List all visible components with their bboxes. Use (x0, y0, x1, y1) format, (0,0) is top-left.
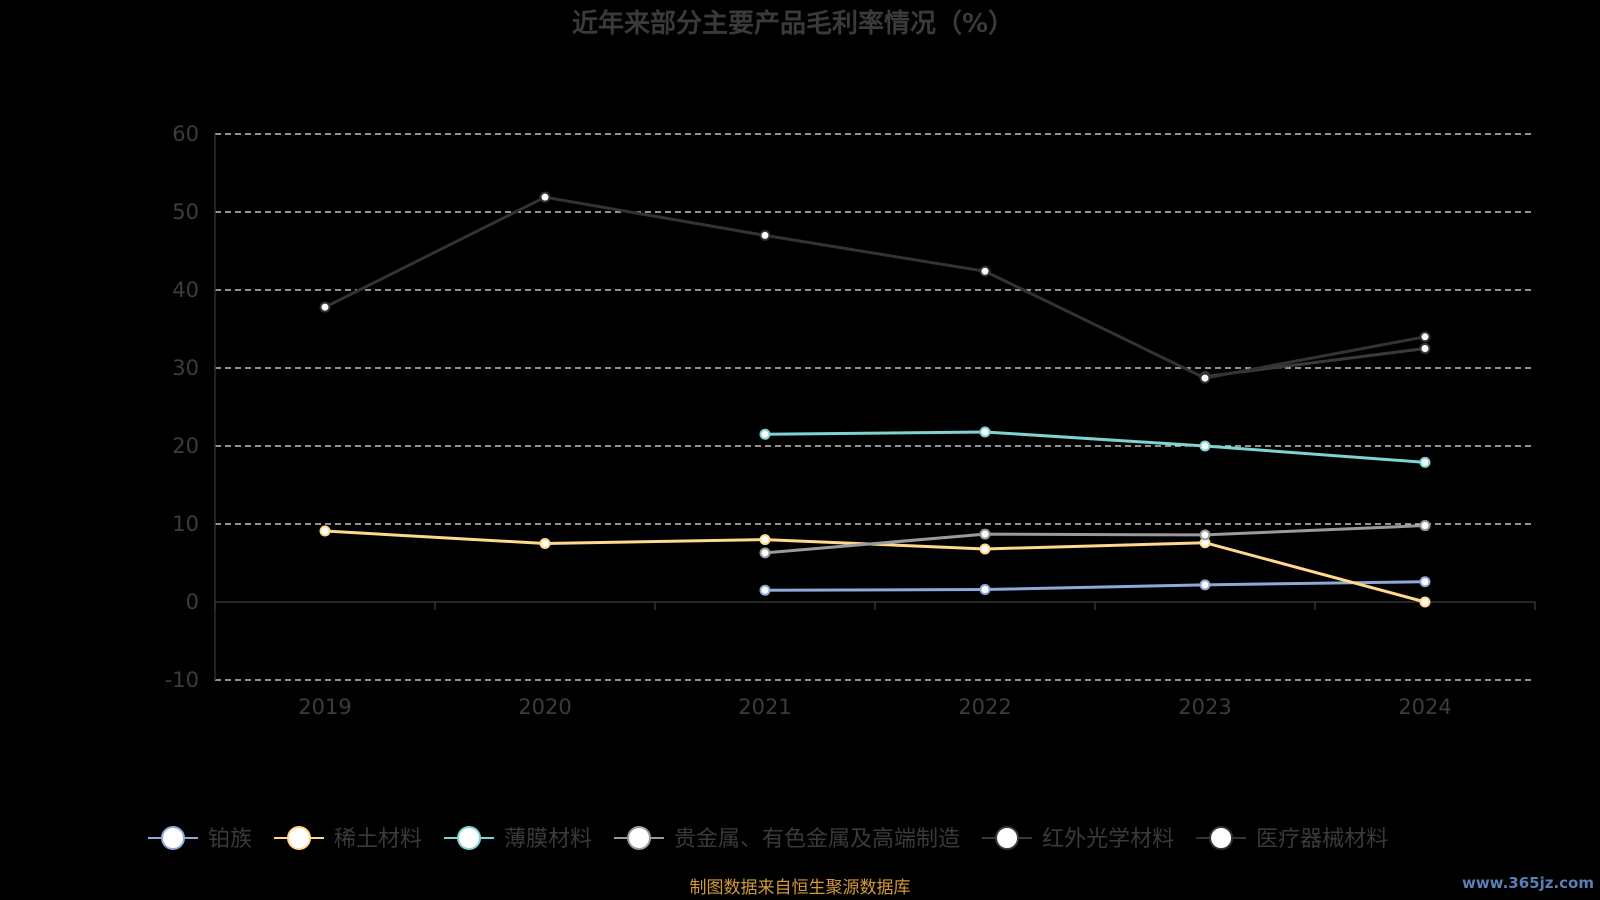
data-point[interactable] (1419, 520, 1431, 532)
x-tick-label: 2023 (1178, 695, 1231, 719)
data-point[interactable] (1419, 576, 1431, 588)
y-tick-label: 0 (186, 590, 199, 614)
legend-label: 医疗器械材料 (1256, 827, 1388, 852)
y-tick-label: 40 (172, 278, 199, 302)
legend-item[interactable]: 铂族 (148, 826, 252, 852)
legend-marker (161, 826, 185, 850)
legend-label: 红外光学材料 (1042, 827, 1174, 852)
data-point[interactable] (1199, 529, 1211, 541)
grid-lines (215, 133, 1535, 681)
data-point[interactable] (539, 538, 551, 549)
legend-label: 贵金属、有色金属及高端制造 (674, 827, 960, 852)
y-tick-label: -10 (165, 668, 199, 692)
legend-label: 稀土材料 (334, 827, 422, 852)
data-point[interactable] (759, 428, 771, 440)
watermark: www.365jz.com (1462, 874, 1594, 892)
legend-marker (627, 826, 652, 850)
legend-item[interactable]: 红外光学材料 (982, 826, 1174, 852)
series-group (319, 191, 1431, 608)
series-2 (319, 525, 1431, 608)
y-tick-label: 30 (172, 356, 199, 380)
series-line (324, 195, 1426, 380)
legend-marker (1209, 826, 1234, 850)
data-point[interactable] (979, 528, 991, 540)
legend-item[interactable]: 稀土材料 (274, 826, 422, 852)
data-point[interactable] (1419, 456, 1431, 468)
legend-item[interactable]: 薄膜材料 (444, 826, 592, 852)
series-6 (319, 191, 1431, 384)
data-point[interactable] (979, 426, 991, 438)
data-point[interactable] (539, 191, 551, 203)
data-point[interactable] (319, 301, 331, 313)
data-point[interactable] (979, 543, 991, 555)
data-point[interactable] (759, 534, 771, 546)
data-point[interactable] (979, 265, 991, 277)
data-point[interactable] (759, 229, 771, 241)
data-point[interactable] (1199, 579, 1211, 591)
series-1 (759, 576, 1431, 596)
x-tick-label: 2021 (738, 695, 791, 719)
x-tick-label: 2020 (518, 695, 571, 719)
y-tick-label: 50 (172, 200, 199, 224)
data-point[interactable] (1419, 331, 1431, 343)
data-point[interactable] (759, 547, 771, 559)
series-5 (1199, 343, 1431, 383)
data-point[interactable] (759, 584, 771, 596)
x-tick-label: 2019 (298, 695, 351, 719)
data-source-footer: 制图数据来自恒生聚源数据库 (690, 878, 911, 898)
axes: -10 0 10 20 30 40 50 60 2019 2020 2021 2022 2023 2024 (165, 122, 1536, 719)
data-point[interactable] (1419, 343, 1431, 354)
legend-item[interactable]: 医疗器械材料 (1196, 826, 1388, 852)
series-3 (759, 426, 1431, 468)
data-point[interactable] (1419, 596, 1431, 608)
y-tick-label: 60 (172, 122, 199, 146)
chart-title: 近年来部分主要产品毛利率情况（%） (572, 8, 1014, 39)
series-line (764, 580, 1426, 592)
y-tick-label: 10 (172, 512, 199, 536)
data-point[interactable] (979, 584, 991, 596)
legend-marker (287, 826, 312, 850)
legend-label: 铂族 (208, 827, 252, 852)
data-point[interactable] (1199, 372, 1211, 384)
legend-marker (995, 826, 1020, 850)
series-line (764, 524, 1426, 555)
x-tick-label: 2024 (1398, 695, 1451, 719)
legend-label: 薄膜材料 (504, 827, 592, 852)
legend: 铂族 稀土材料 薄膜材料 贵金属、有色金属及高端制造 红外光学材料 医疗器械材料 (148, 826, 1388, 852)
y-tick-label: 20 (172, 434, 199, 458)
legend-marker (457, 826, 482, 850)
legend-item[interactable]: 贵金属、有色金属及高端制造 (614, 826, 960, 852)
series-line (764, 430, 1426, 464)
series-4 (759, 520, 1431, 559)
x-tick-label: 2022 (958, 695, 1011, 719)
data-point[interactable] (1199, 440, 1211, 452)
data-point[interactable] (319, 525, 331, 537)
